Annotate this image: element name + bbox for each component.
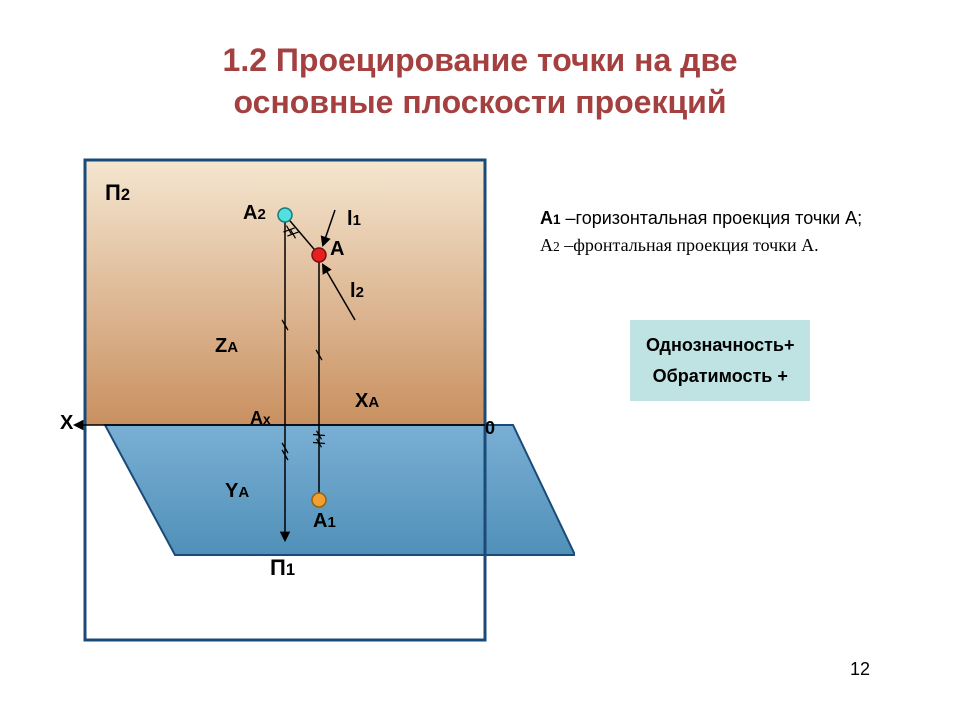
page-number: 12 — [850, 659, 870, 680]
label-zero: 0 — [485, 418, 495, 439]
label-A1: А1 — [313, 510, 336, 533]
legend-line-1: А1 –горизонтальная проекция точки А; — [540, 205, 862, 232]
label-l2: l2 — [350, 280, 364, 303]
info-line-1: Однозначность+ — [646, 330, 794, 361]
projection-diagram: П2 П1 X 0 А А2 А1 Аx l1 l2 ZA XA YA — [55, 150, 495, 630]
label-YA: YA — [225, 480, 249, 503]
label-XA: XA — [355, 390, 379, 413]
label-ZA: ZA — [215, 335, 238, 358]
title-line-2: основные плоскости проекций — [0, 82, 960, 124]
label-l1: l1 — [347, 208, 361, 231]
label-Ax: Аx — [250, 408, 271, 429]
label-X: X — [60, 412, 73, 435]
label-pi1: П1 — [270, 555, 295, 581]
legend-text: А1 –горизонтальная проекция точки А; А2 … — [540, 205, 862, 259]
legend-line-2: А2 –фронтальная проекция точки А. — [540, 232, 862, 259]
info-line-2: Обратимость + — [646, 361, 794, 392]
label-A2: А2 — [243, 202, 266, 225]
label-A: А — [330, 238, 344, 261]
info-box: Однозначность+ Обратимость + — [630, 320, 810, 401]
diagram-svg — [55, 150, 575, 650]
title-line-1: 1.2 Проецирование точки на две — [0, 40, 960, 82]
label-pi2: П2 — [105, 180, 130, 206]
slide-title: 1.2 Проецирование точки на две основные … — [0, 40, 960, 123]
